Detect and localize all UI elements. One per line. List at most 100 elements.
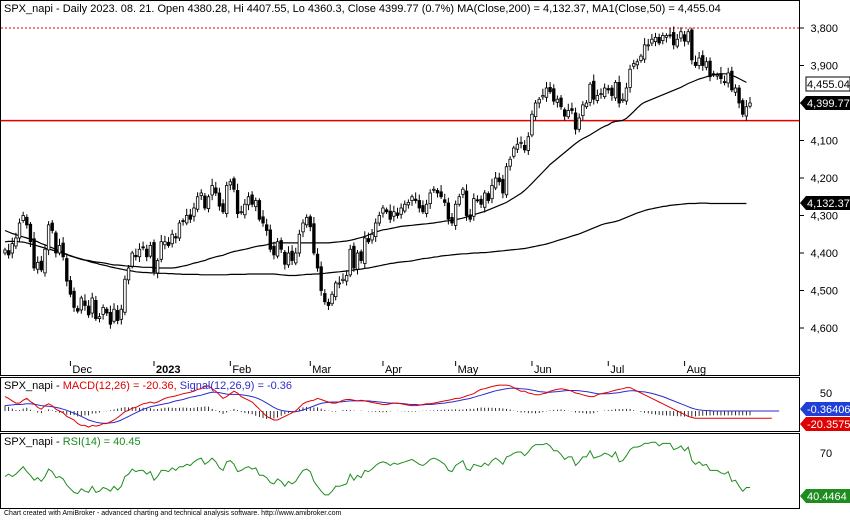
candle [410,194,414,206]
rsi-title-prefix: SPX_napi - [4,436,63,448]
candle-body-down [693,61,698,66]
candle-body-up [374,222,378,238]
macd-panel-frame[interactable] [0,377,800,432]
macd-title-prefix: SPX_napi - [4,380,63,392]
candle-body-up [344,275,349,282]
candle-body-up [653,36,658,43]
candle-body-up [355,252,360,270]
rsi-panel-title: SPX_napi - RSI(14) = 40.45 [4,436,141,448]
candle [406,199,411,209]
candle [468,208,472,223]
candle [301,219,305,238]
candle-body-up [330,293,334,305]
candle [632,59,636,70]
candle [17,218,22,243]
price-y-tick-label: 3,900 [810,61,838,73]
candle [21,211,25,223]
candle-body-up [744,106,749,117]
candle [523,140,527,153]
candle-body-down [450,217,454,224]
date-label-aug: Aug [687,364,707,376]
candle-body-down [188,214,193,220]
candle-body-down [6,250,11,256]
macd-tag: -20.3575 [800,417,850,431]
candle [584,100,589,109]
candle [690,27,694,65]
macd-y-tick-50: 50 [820,388,832,400]
price-y-tick-label: 4,200 [810,173,838,185]
candle [606,84,610,94]
candle-body-up [664,35,669,38]
candle [148,241,153,259]
rsi-tag: 40.4464 [800,489,850,503]
rsi-panel-frame[interactable] [0,433,800,509]
rsi-plot [4,441,750,496]
candle-body-up [301,222,305,233]
candle [479,195,483,208]
candle [439,185,443,199]
candle [192,202,196,222]
candle-body-down [719,73,723,80]
candle-body-up [726,72,730,84]
candle-body-down [388,210,392,220]
candle [246,192,251,211]
candle [424,199,429,218]
candle [464,184,469,221]
candle [264,218,269,236]
candle [290,245,294,265]
candle [708,57,712,82]
candle-body-down [308,216,312,228]
candle-body-down [257,200,262,220]
candle-body-up [370,233,374,241]
candle [86,300,91,318]
candle [283,250,287,270]
price-y-tick-label: 4,300 [810,211,838,223]
candle [559,95,563,110]
candle [181,218,185,226]
signal-tag-bg [800,402,850,416]
candle [668,28,672,39]
candle-body-down [421,205,425,213]
candle-body-down [264,224,269,231]
candle-body-down [468,214,472,220]
candle-body-down [68,280,73,295]
candle [719,66,723,84]
candle [243,199,247,219]
ma200-tag-bg [800,196,850,210]
candle [562,107,567,121]
candle-body-up [119,308,123,320]
price-y-tick-label: 3,800 [810,23,838,35]
candle [446,197,451,225]
candle [519,136,523,149]
price-panel-frame[interactable] [0,0,800,376]
candle-body-up [650,38,654,44]
rsi-y-tick-70: 70 [820,448,832,460]
candle [664,33,669,43]
candle [384,207,389,214]
candle [628,64,632,93]
candle-body-up [337,282,342,285]
candle-body-up [457,196,461,205]
candle-body-down [272,245,276,256]
candle [493,172,498,191]
candle [326,298,331,310]
signal-tag: -0.364064 [800,402,850,416]
candle [137,243,142,262]
candle [159,235,163,263]
rsi-line [4,441,750,496]
candle-body-up [239,211,243,214]
candle-body-down [486,193,491,201]
close-price-tag: 4,399.77 [800,96,850,110]
candle [3,247,7,256]
price-y-tick-label: 4,400 [810,248,838,260]
candle-body-up [453,203,458,226]
candle-body-up [199,192,203,196]
candle [166,237,171,248]
candle [39,255,44,273]
candle-body-up [112,308,116,322]
candle [323,289,327,305]
candle [490,178,494,204]
price-reference-lines [1,27,799,122]
candle-body-up [17,222,22,239]
